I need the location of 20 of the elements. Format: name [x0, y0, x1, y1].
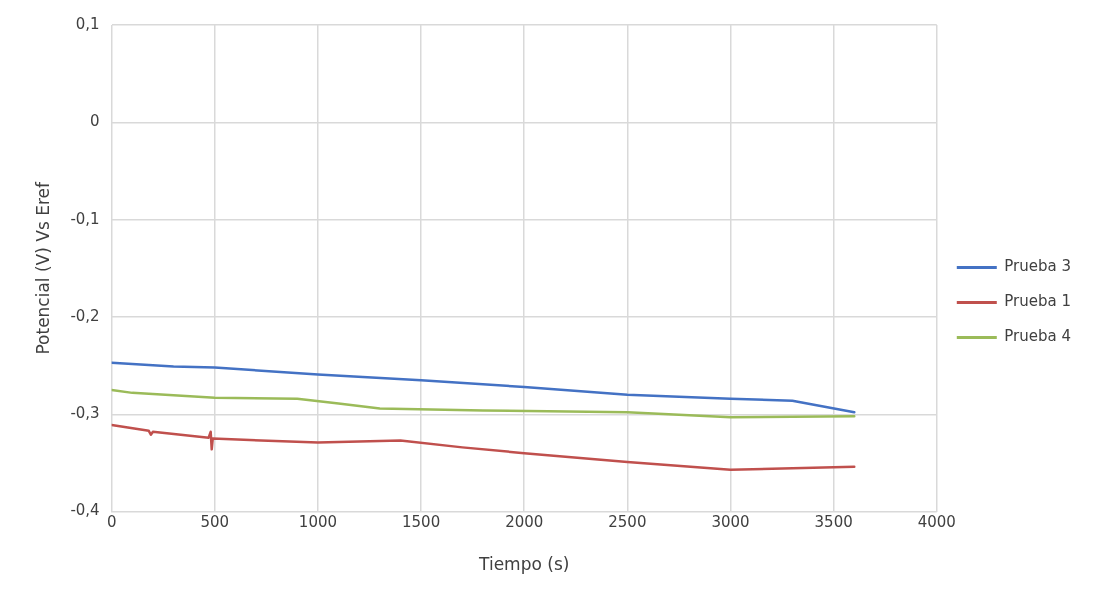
y-tick-label: -0,2: [70, 306, 100, 325]
x-tick-label: 3500: [814, 513, 853, 532]
x-tick-label: 0: [106, 513, 117, 532]
y-tick-label: -0,1: [70, 209, 100, 228]
legend-label: Prueba 4: [1004, 327, 1072, 346]
x-tick-label: 1000: [298, 513, 338, 532]
x-tick-label: 500: [200, 513, 230, 532]
x-tick-label: 1500: [402, 513, 441, 532]
y-axis-title: Potencial (V) Vs Eref: [32, 181, 53, 355]
legend-label: Prueba 3: [1004, 257, 1072, 276]
x-tick-label: 2000: [505, 513, 544, 532]
y-tick-label: -0,4: [70, 501, 100, 520]
y-tick-label: -0,3: [70, 404, 100, 423]
legend-label: Prueba 1: [1004, 292, 1072, 311]
y-tick-label: 0,1: [75, 14, 100, 33]
x-tick-label: 2500: [608, 513, 647, 532]
y-tick-label: 0: [90, 112, 100, 131]
x-tick-label: 4000: [917, 513, 956, 532]
x-tick-label: 3000: [711, 513, 750, 532]
x-axis-title: Tiempo (s): [478, 554, 570, 575]
